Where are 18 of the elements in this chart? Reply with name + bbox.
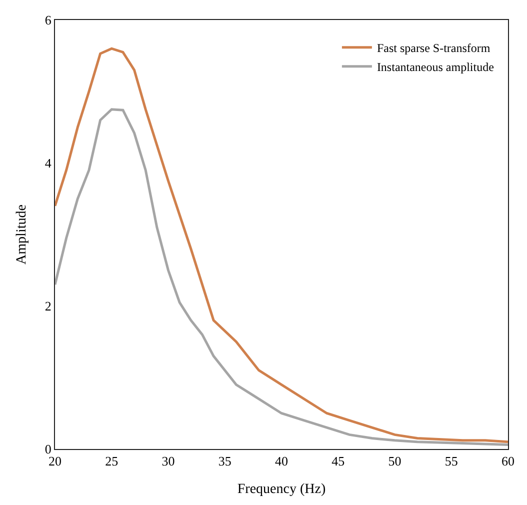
x-tick-label: 20	[48, 454, 62, 469]
line-series	[55, 108, 508, 446]
legend-label: Fast sparse S-transform	[376, 41, 491, 56]
x-tick-label: 50	[388, 454, 402, 469]
x-tick-label: 35	[218, 454, 232, 469]
legend-label: Instantaneous amplitude	[376, 60, 494, 74]
x-tick-label: 55	[444, 454, 458, 469]
x-tick-label: 45	[332, 454, 345, 469]
y-tick-label: 2	[44, 298, 52, 314]
x-tick-label: 60	[502, 454, 514, 469]
x-tick-label: 30	[162, 454, 175, 469]
x-axis-title: Frequency (Hz)	[237, 482, 326, 497]
y-tick-label: 6	[44, 12, 52, 28]
x-tick-label: 40	[275, 454, 288, 469]
y-axis-title: Amplitude	[14, 204, 30, 264]
y-tick-label: 0	[44, 442, 52, 457]
y-tick-label: 4	[44, 156, 52, 171]
x-tick-label: 25	[105, 454, 118, 469]
